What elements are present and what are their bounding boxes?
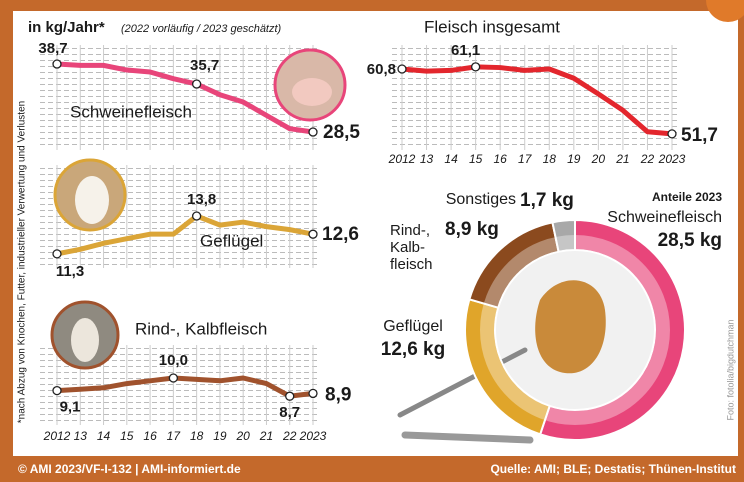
value-label: 28,5: [323, 122, 360, 143]
value-label: 11,3: [56, 263, 84, 280]
point: [53, 250, 61, 258]
point: [286, 392, 294, 400]
series-label: Fleisch insgesamt: [424, 17, 560, 36]
point: [169, 374, 177, 382]
value-label: 51,7: [681, 125, 718, 146]
x-tick-label: 20: [236, 429, 251, 443]
point: [53, 60, 61, 68]
x-tick-label: 15: [469, 152, 483, 166]
value-label: 12,6: [322, 224, 359, 245]
title: in kg/Jahr*: [28, 19, 105, 36]
x-tick-label: 2023: [299, 429, 327, 443]
x-tick-label: 22: [640, 152, 655, 166]
footer-left: © AMI 2023/VF-I-132 | AMI-informiert.de: [18, 462, 241, 476]
x-tick-label: 19: [567, 152, 581, 166]
x-tick-label: 21: [259, 429, 273, 443]
grid: [390, 45, 680, 150]
value-label: 35,7: [190, 57, 219, 74]
x-tick-label: 18: [190, 429, 204, 443]
x-tick-label: 14: [444, 152, 458, 166]
x-tick-label: 18: [543, 152, 557, 166]
pie-value-label: 8,9 kg: [445, 219, 499, 240]
x-tick-label: 15: [120, 429, 134, 443]
x-tick-label: 13: [74, 429, 88, 443]
cow-face: [71, 318, 99, 362]
pie-value-label: 1,7 kg: [520, 190, 574, 211]
pig-face: [292, 78, 332, 106]
value-label: 10,0: [159, 352, 188, 369]
pie-value-label: 12,6 kg: [381, 339, 445, 360]
value-label: 8,9: [325, 384, 351, 405]
x-tick-label: 16: [143, 429, 157, 443]
x-tick-label: 22: [282, 429, 297, 443]
x-tick-label: 2023: [658, 152, 686, 166]
point: [53, 387, 61, 395]
infographic: in kg/Jahr* (2022 vorläufig / 2023 gesch…: [0, 0, 744, 482]
value-label: 61,1: [451, 42, 480, 59]
point: [398, 65, 406, 73]
footer-right: Quelle: AMI; BLE; Destatis; Thünen-Insti…: [490, 462, 736, 476]
knife: [405, 435, 530, 440]
chart: in kg/Jahr* (2022 vorläufig / 2023 gesch…: [0, 0, 744, 482]
point: [309, 389, 317, 397]
x-tick-label: 17: [167, 429, 182, 443]
hen-body: [75, 176, 109, 224]
value-label: 8,7: [279, 404, 300, 421]
x-tick-label: 2012: [43, 429, 71, 443]
x-tick-label: 21: [615, 152, 629, 166]
point: [472, 63, 480, 71]
pie-category-label: Sonstiges: [446, 191, 516, 208]
series-label: Schweinefleisch: [70, 102, 192, 121]
value-label: 38,7: [38, 40, 67, 57]
footnote: *nach Abzug von Knochen, Futter, industr…: [17, 101, 28, 423]
x-tick-label: 14: [97, 429, 111, 443]
value-label: 13,8: [187, 191, 216, 208]
photo-credit: Foto: fotolia/bigdutchman: [725, 319, 735, 420]
x-tick-label: 2012: [388, 152, 416, 166]
value-label: 9,1: [60, 399, 81, 416]
chicken-leg: [535, 280, 606, 373]
point: [309, 230, 317, 238]
series-label: Rind-, Kalbfleisch: [135, 319, 267, 338]
subtitle: (2022 vorläufig / 2023 geschätzt): [121, 23, 282, 35]
pie-title: Anteile 2023: [652, 190, 722, 204]
value-label: 60,8: [367, 61, 396, 78]
pie-value-label: 28,5 kg: [658, 230, 722, 251]
series-label: Geflügel: [200, 231, 263, 250]
point: [193, 212, 201, 220]
x-tick-label: 20: [591, 152, 606, 166]
x-tick-label: 17: [518, 152, 533, 166]
point: [309, 128, 317, 136]
point: [193, 80, 201, 88]
x-tick-label: 16: [494, 152, 508, 166]
pie-category-label: Rind-, Kalb- fleisch: [390, 222, 436, 273]
pie-category-label: Geflügel: [383, 318, 443, 335]
x-tick-label: 19: [213, 429, 227, 443]
pie-category-label: Schweinefleisch: [607, 209, 722, 226]
x-tick-label: 13: [420, 152, 434, 166]
point: [668, 130, 676, 138]
